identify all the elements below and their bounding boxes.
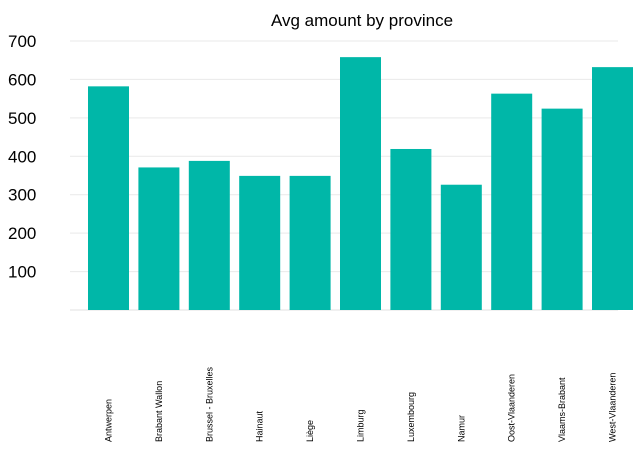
y-tick-label: 400 xyxy=(8,147,36,166)
bar[interactable] xyxy=(440,184,482,310)
y-tick-label: 500 xyxy=(8,109,36,128)
bar[interactable] xyxy=(340,57,381,310)
x-tick-label: Brabant Wallon xyxy=(154,381,164,442)
bar[interactable] xyxy=(592,67,633,310)
x-tick-label: Hainaut xyxy=(255,410,265,442)
y-tick-label: 200 xyxy=(8,224,36,243)
x-tick-label: West-Vlaanderen xyxy=(608,373,618,442)
bars xyxy=(88,57,633,311)
x-tick-label: Brussel - Bruxelles xyxy=(204,366,214,442)
bar[interactable] xyxy=(491,93,533,310)
bar[interactable] xyxy=(390,148,432,310)
bar[interactable] xyxy=(188,160,230,310)
x-tick-label: Antwerpen xyxy=(104,399,114,442)
bar[interactable] xyxy=(138,167,180,310)
x-tick-label: Vlaams-Brabant xyxy=(557,377,567,442)
x-tick-label: Luxembourg xyxy=(406,392,416,442)
bar[interactable] xyxy=(289,175,331,310)
x-tick-label: Oost-Vlaanderen xyxy=(507,374,517,442)
x-axis-ticks: Antwerpen Brabant Wallon Brussel - Bruxell… xyxy=(104,366,618,442)
x-tick-label: Limburg xyxy=(356,409,366,442)
y-tick-label: 600 xyxy=(8,70,36,89)
x-tick-label: Liège xyxy=(305,420,315,442)
bar[interactable] xyxy=(88,86,129,311)
y-tick-label: 300 xyxy=(8,186,36,205)
y-tick-label: 100 xyxy=(8,263,36,282)
y-tick-label: 700 xyxy=(8,32,36,51)
bar[interactable] xyxy=(239,175,281,310)
x-tick-label: Namur xyxy=(456,415,466,442)
bar[interactable] xyxy=(541,108,583,311)
y-axis-ticks: 100 200 300 400 500 600 700 xyxy=(8,32,36,282)
chart-title: Avg amount by province xyxy=(271,11,453,30)
